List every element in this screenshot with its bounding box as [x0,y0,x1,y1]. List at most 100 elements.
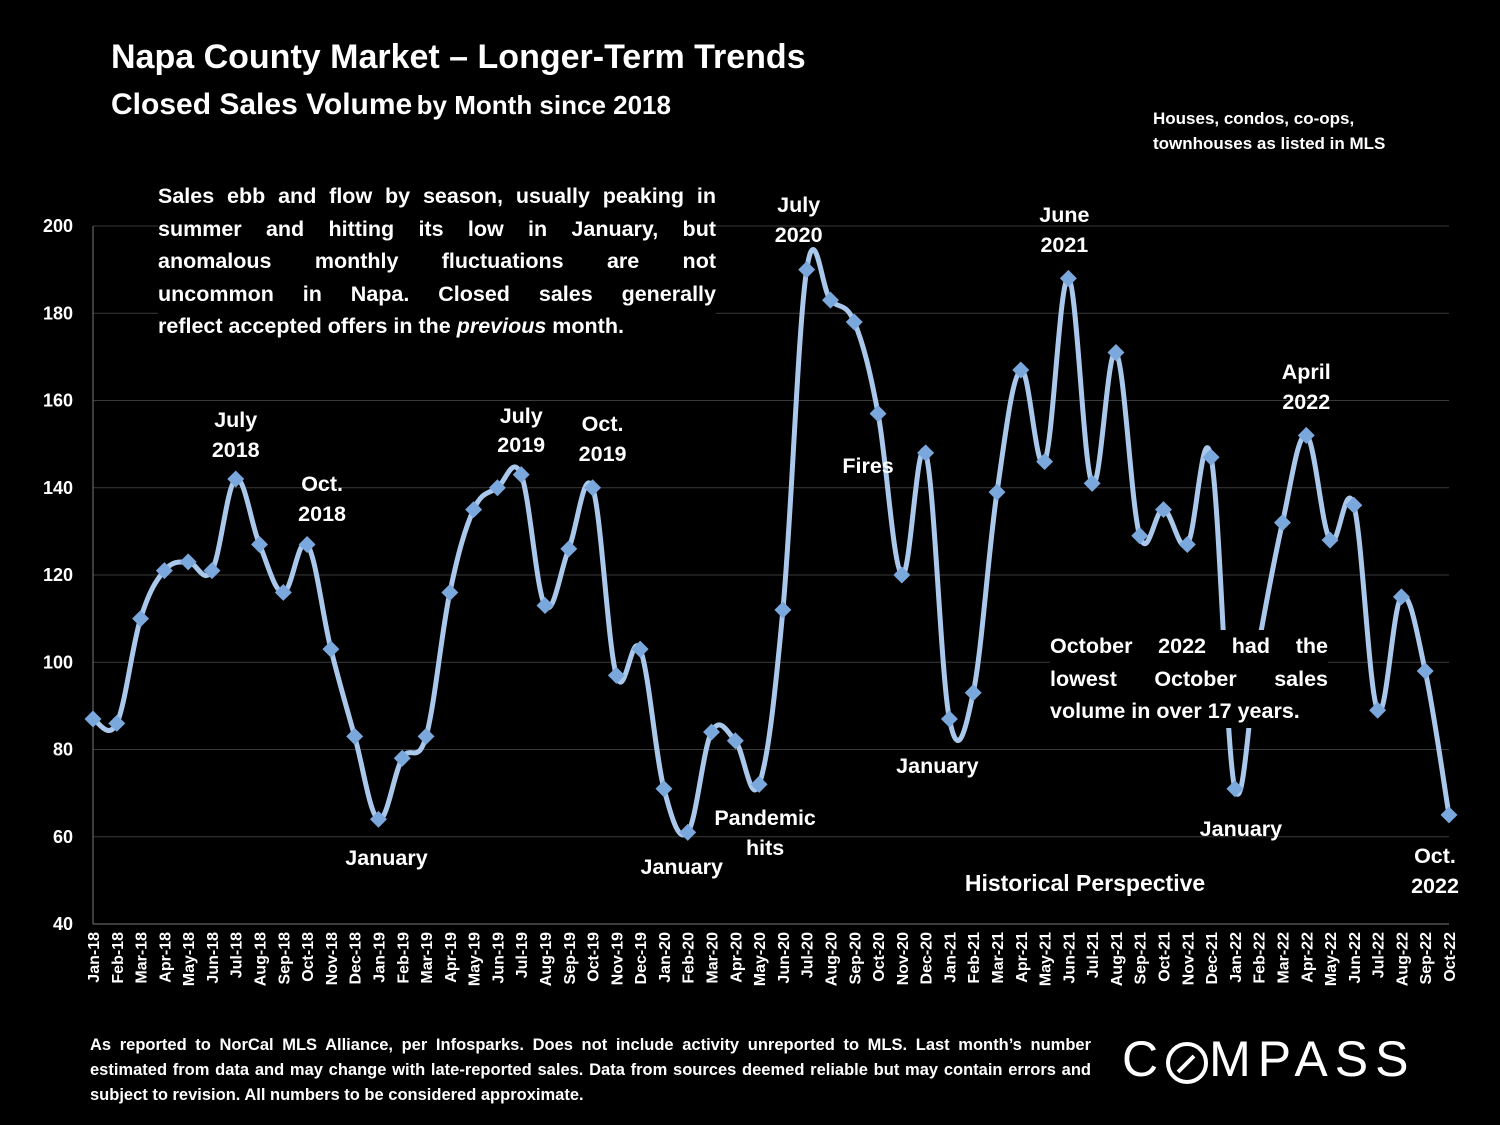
logo-c: C [1122,1031,1166,1087]
x-tick-label: Jul-21 [1085,932,1102,978]
x-tick-label: Nov-20 [895,932,912,985]
x-tick-label: Aug-20 [823,932,840,986]
page-title: Napa County Market – Longer-Term Trends [111,38,806,76]
annotation-label: January [896,754,979,778]
x-tick-label: Sep-18 [276,932,293,985]
x-tick-label: Dec-21 [1204,932,1221,985]
annotation-label: 2018 [212,438,260,462]
x-tick-label: Sep-19 [562,932,579,985]
x-tick-label: Apr-18 [157,932,174,983]
data-point [631,640,649,658]
annotation-label: April [1282,360,1331,384]
x-tick-label: Jan-21 [942,932,959,983]
data-point [1273,514,1291,532]
x-tick-label: Aug-19 [538,932,555,986]
x-tick-label: May-18 [181,932,198,986]
x-tick-label: Mar-22 [1275,932,1292,984]
data-point [655,780,673,798]
data-point [1392,588,1410,606]
x-tick-label: Mar-21 [990,932,1007,984]
series-closed-sales [84,247,1458,841]
x-tick-label: Jun-18 [205,932,222,984]
x-tick-label: May-21 [1038,932,1055,986]
data-point [441,583,459,601]
callout-line: Sales ebb and flow by season, usually pe… [158,184,716,208]
annotation-label: 2019 [579,442,627,466]
data-point [488,479,506,497]
annotation-label: June [1039,203,1089,227]
x-tick-label: Jun-22 [1347,932,1364,984]
callout-last-em: previous [456,314,547,338]
data-point [536,597,554,615]
x-tick-label: Nov-18 [324,932,341,985]
y-axis: 40 60 80 100 120 140 160 180 200 [43,216,1449,934]
callout-last-post: month. [546,314,624,338]
annotation-label: Fires [842,454,893,478]
y-tick-label: 80 [53,740,73,760]
x-tick-label: May-20 [752,932,769,986]
oct-note-line: volume in over 17 years. [1050,699,1300,723]
x-tick-label: Dec-18 [348,932,365,985]
subtitle-secondary: by Month since 2018 [416,90,671,120]
note-line-1: Houses, condos, co-ops, [1153,109,1355,128]
data-point [988,483,1006,501]
data-point [1131,527,1149,545]
data-point [1059,269,1077,287]
callout-line: summer and hitting its low in January, b… [158,216,716,241]
oct-note-line: October 2022 had the [1050,634,1328,658]
data-point [1226,780,1244,798]
x-tick-label: Mar-19 [419,932,436,984]
data-point [560,540,578,558]
x-tick-label: Aug-22 [1394,932,1411,986]
x-tick-label: May-22 [1323,932,1340,986]
x-tick-label: Dec-19 [633,932,650,985]
note-line-2: townhouses as listed in MLS [1153,134,1386,153]
x-tick-label: Feb-19 [395,932,412,984]
data-point [465,501,483,519]
data-point [132,610,150,628]
annotations: July 2018 Oct. 2018 January July 2019 Oct. 2019 J… [212,193,1459,898]
x-tick-label: Jan-19 [371,932,388,983]
x-tick-label: Mar-18 [134,932,151,984]
compass-logo: C MPASS [1122,1030,1415,1088]
data-point [346,727,364,745]
x-tick-label: Nov-21 [1180,932,1197,985]
x-tick-label: Oct-19 [586,932,603,982]
data-point [1416,662,1434,680]
annotation-label: July [214,408,257,432]
callout-last-pre: reflect accepted offers in the [158,314,457,338]
x-tick-label: Jun-20 [776,932,793,984]
y-tick-label: 100 [43,652,73,672]
data-point [869,405,887,423]
annotation-label: 2019 [497,433,545,457]
x-tick-label: Sep-21 [1133,932,1150,985]
y-tick-label: 60 [53,827,73,847]
data-point [798,261,816,279]
data-point [750,775,768,793]
data-point [512,466,530,484]
data-point [155,562,173,580]
oct-note-line: lowest October sales [1050,666,1328,691]
x-tick-label: Jan-20 [657,932,674,983]
compass-o-icon [1166,1041,1209,1084]
page-subtitle: Closed Sales Volume by Month since 2018 [111,88,671,122]
x-tick-label: Dec-20 [919,932,936,985]
x-tick-label: Sep-22 [1418,932,1435,985]
data-point [1440,806,1458,824]
x-tick-label: Jul-19 [514,932,531,978]
data-point [227,470,245,488]
data-point [703,723,721,741]
x-tick-label: Apr-21 [1014,932,1031,983]
historical-perspective-label: Historical Perspective [965,870,1205,896]
x-tick-label: Oct-21 [1157,932,1174,982]
data-point [726,732,744,750]
x-tick-label: Feb-21 [966,932,983,984]
x-tick-label: Jul-22 [1371,932,1388,978]
x-tick-label: Feb-22 [1252,932,1269,984]
annotation-label: 2018 [298,502,346,526]
y-tick-label: 40 [53,914,73,934]
annotation-label: 2021 [1040,233,1088,257]
x-tick-label: Jul-20 [800,932,817,978]
callout-line-last: reflect accepted offers in the previous … [158,310,716,343]
